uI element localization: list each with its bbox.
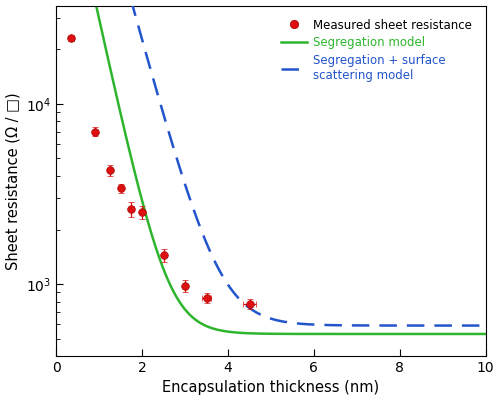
Legend: Measured sheet resistance, Segregation model, Segregation + surface
scattering m: Measured sheet resistance, Segregation m… — [278, 15, 475, 85]
X-axis label: Encapsulation thickness (nm): Encapsulation thickness (nm) — [162, 381, 380, 395]
Y-axis label: Sheet resistance (Ω / □): Sheet resistance (Ω / □) — [6, 92, 20, 269]
